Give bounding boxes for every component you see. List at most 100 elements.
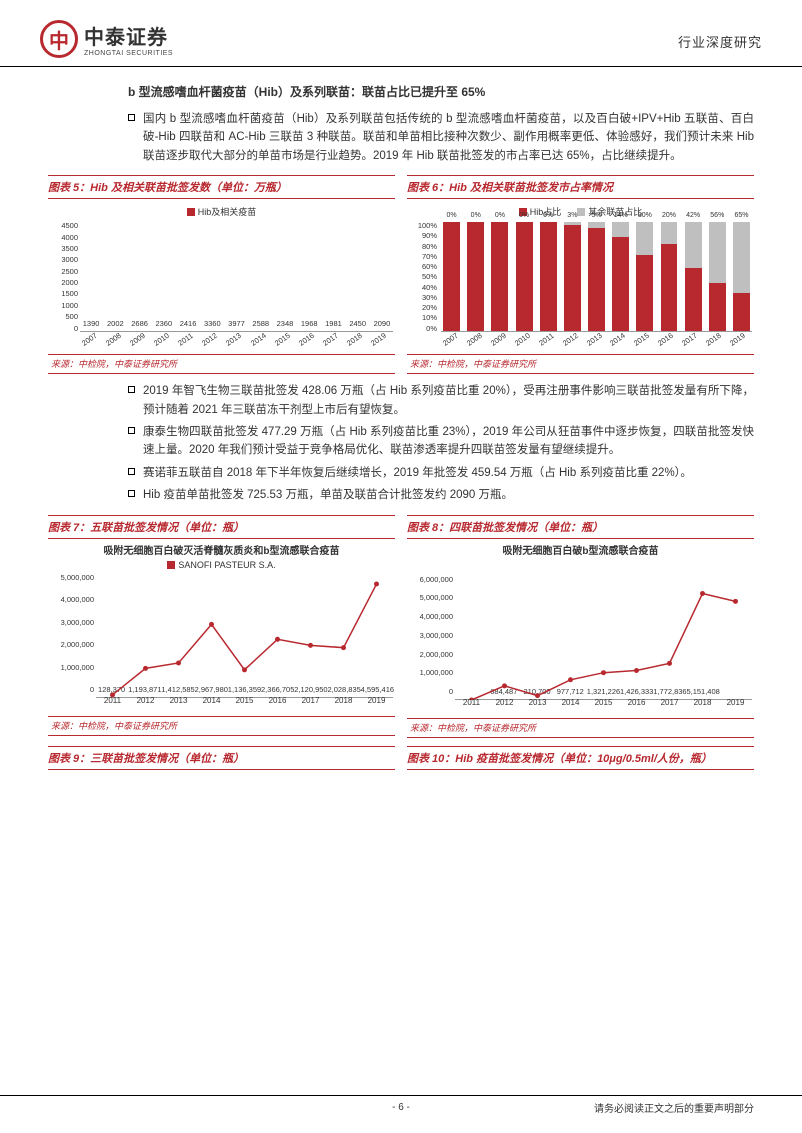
bar-value-label: 5,151,408: [686, 687, 719, 696]
chart-8: 图表 8：四联苗批签发情况（单位：瓶） 吸附无细胞百白破b型流感联合疫苗 6,0…: [407, 515, 754, 738]
bullet-text: 康泰生物四联苗批签发 477.29 万瓶（占 Hib 系列疫苗比重 23%），2…: [143, 423, 754, 460]
chart-5-source: 来源：中检院，中泰证券研究所: [48, 355, 395, 374]
company-name-cn: 中泰证券: [84, 21, 173, 50]
stacked-segment-hib: [588, 228, 605, 332]
bar-value-label: 1968: [301, 319, 318, 328]
x-axis-label: 2014: [554, 698, 587, 716]
bar-value-label: 128,370: [98, 685, 125, 694]
stacked-col: 3%: [562, 222, 583, 331]
bar-value-label: 2588: [252, 319, 269, 328]
bar-value-label: 1981: [325, 319, 342, 328]
bar-value-label: 2002: [107, 319, 124, 328]
stacked-pct-label: 0%: [471, 212, 481, 219]
stacked-segment-hib: [467, 222, 484, 331]
chart-5-legend: Hib及相关疫苗: [187, 205, 257, 218]
chart-6: 图表 6：Hib 及相关联苗批签发市占率情况 Hib占比 其余联苗占比 100%…: [407, 175, 754, 374]
logo-icon: 中: [40, 20, 78, 58]
stacked-pct-label: 65%: [734, 212, 748, 219]
stacked-col: 56%: [707, 222, 728, 331]
x-axis-label: 2014: [195, 696, 228, 714]
bar-value-label: 1,193,871: [128, 685, 161, 694]
stacked-col: 14%: [610, 222, 631, 331]
stacked-col: 30%: [634, 222, 655, 331]
stacked-col: 0%: [538, 222, 559, 331]
bar-value-label: 977,712: [557, 687, 584, 696]
bar-value-label: 3977: [228, 319, 245, 328]
stacked-segment-other: [733, 222, 750, 293]
stacked-pct-label: 0%: [519, 212, 529, 219]
stacked-col: 0%: [513, 222, 534, 331]
bar-value-label: 3360: [204, 319, 221, 328]
chart-7-subtitle: 吸附无细胞百白破灭活脊髓灰质炎和b型流感联合疫苗: [50, 545, 393, 558]
stacked-col: 42%: [683, 222, 704, 331]
stacked-segment-hib: [685, 268, 702, 331]
bar-value-label: 1,426,333: [620, 687, 653, 696]
bar-value-label: 2,366,705: [261, 685, 294, 694]
stacked-segment-other: [661, 222, 678, 244]
stacked-col: 0%: [441, 222, 462, 331]
chart-7-title: 图表 7：五联苗批签发情况（单位：瓶）: [48, 515, 395, 538]
paragraph-1: 国内 b 型流感嗜血杆菌疫苗（Hib）及系列联苗包括传统的 b 型流感嗜血杆菌疫…: [143, 110, 754, 165]
stacked-segment-hib: [491, 222, 508, 331]
stacked-segment-other: [612, 222, 629, 237]
bar-value-label: 684,487: [490, 687, 517, 696]
bullet-item: 康泰生物四联苗批签发 477.29 万瓶（占 Hib 系列疫苗比重 23%），2…: [128, 423, 754, 460]
page-header: 中 中泰证券 ZHONGTAI SECURITIES 行业深度研究: [0, 0, 802, 67]
x-axis-label: 2011: [455, 698, 488, 716]
stacked-col: 5%: [586, 222, 607, 331]
chart-6-title: 图表 6：Hib 及相关联苗批签发市占率情况: [407, 175, 754, 198]
x-axis-label: 2018: [686, 698, 719, 716]
x-axis-label: 2012: [488, 698, 521, 716]
chart-7: 图表 7：五联苗批签发情况（单位：瓶） 吸附无细胞百白破灭活脊髓灰质炎和b型流感…: [48, 515, 395, 738]
bullet-item: Hib 疫苗单苗批签发 725.53 万瓶，单苗及联苗合计批签发约 2090 万…: [128, 486, 754, 504]
chart-7-legend-label: SANOFI PASTEUR S.A.: [178, 560, 275, 570]
bullet-item: 赛诺菲五联苗自 2018 年下半年恢复后继续增长，2019 年批签发 459.5…: [128, 464, 754, 482]
chart-6-legend-b: 其余联苗占比: [577, 205, 642, 218]
bar-value-label: 2360: [155, 319, 172, 328]
stacked-segment-hib: [516, 222, 533, 331]
stacked-col: 65%: [731, 222, 752, 331]
bullet-icon: [128, 468, 135, 475]
chart-8-title: 图表 8：四联苗批签发情况（单位：瓶）: [407, 515, 754, 538]
bar-value-label: 2,028,835: [327, 685, 360, 694]
stacked-segment-other: [709, 222, 726, 283]
bar-value-label: 2,967,980: [195, 685, 228, 694]
stacked-pct-label: 20%: [662, 212, 676, 219]
x-axis-label: 2019: [725, 329, 755, 357]
bar-value-label: 2090: [374, 319, 391, 328]
company-name-en: ZHONGTAI SECURITIES: [84, 50, 173, 57]
bar-value-label: 2686: [131, 319, 148, 328]
stacked-segment-other: [636, 222, 653, 255]
x-axis-label: 2012: [129, 696, 162, 714]
stacked-segment-hib: [443, 222, 460, 331]
stacked-pct-label: 5%: [591, 212, 601, 219]
stacked-pct-label: 14%: [614, 212, 628, 219]
section-title: b 型流感嗜血杆菌疫苗（Hib）及系列联苗：联苗占比已提升至 65%: [128, 83, 754, 100]
stacked-pct-label: 0%: [495, 212, 505, 219]
bar-value-label: 2450: [349, 319, 366, 328]
x-axis-label: 2013: [521, 698, 554, 716]
doc-category: 行业深度研究: [678, 20, 762, 51]
x-axis-label: 2019: [360, 696, 393, 714]
chart-6-source: 来源：中检院，中泰证券研究所: [407, 355, 754, 374]
x-axis-label: 2019: [719, 698, 752, 716]
chart-7-legend: SANOFI PASTEUR S.A.: [167, 560, 275, 570]
stacked-col: 20%: [658, 222, 679, 331]
chart-8-subtitle: 吸附无细胞百白破b型流感联合疫苗: [409, 545, 752, 558]
bar-value-label: 1,136,359: [228, 685, 261, 694]
logo-block: 中 中泰证券 ZHONGTAI SECURITIES: [40, 20, 173, 58]
bar-value-label: 210,700: [523, 687, 550, 696]
bullet-text: Hib 疫苗单苗批签发 725.53 万瓶，单苗及联苗合计批签发约 2090 万…: [143, 486, 513, 504]
x-axis-label: 2015: [228, 696, 261, 714]
stacked-segment-hib: [733, 293, 750, 331]
bar-value-label: 2,120,950: [294, 685, 327, 694]
x-axis-label: 2017: [653, 698, 686, 716]
stacked-segment-hib: [636, 255, 653, 331]
stacked-pct-label: 0%: [543, 212, 553, 219]
stacked-segment-hib: [661, 244, 678, 331]
stacked-segment-hib: [709, 283, 726, 331]
stacked-col: 0%: [489, 222, 510, 331]
stacked-pct-label: 42%: [686, 212, 700, 219]
stacked-segment-other: [685, 222, 702, 268]
x-axis-label: 2019: [366, 329, 396, 358]
